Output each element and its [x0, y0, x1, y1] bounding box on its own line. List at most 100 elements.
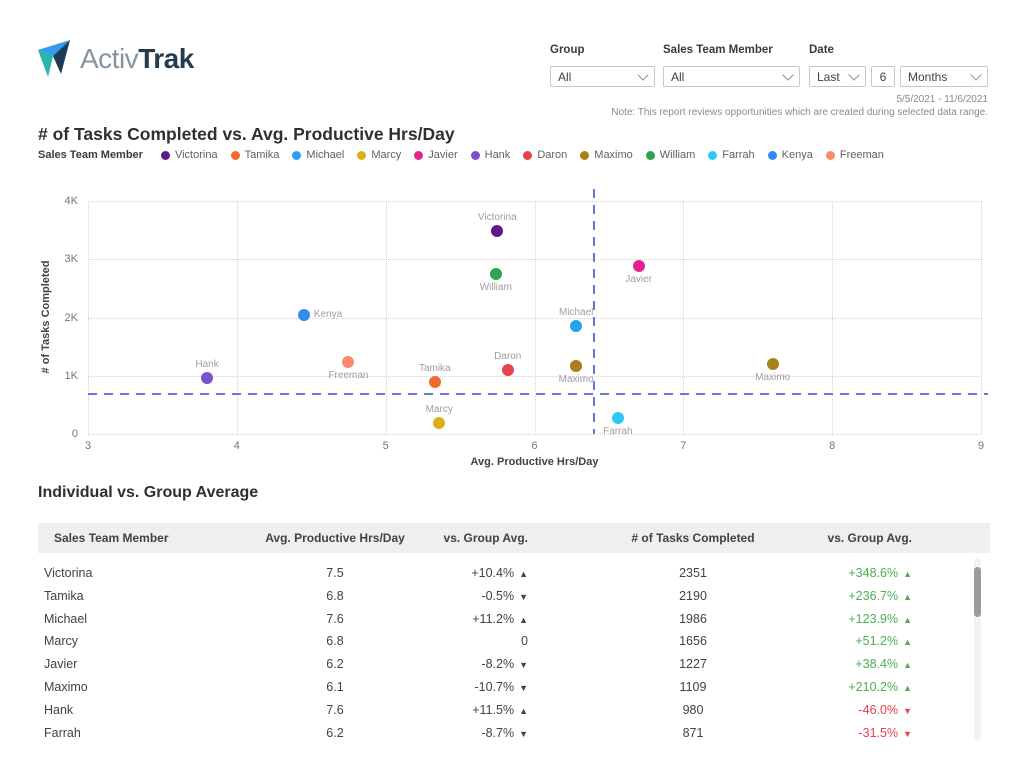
date-mode-value: Last: [817, 69, 840, 84]
date-unit-value: Months: [908, 69, 948, 84]
legend-item-maximo[interactable]: Maximo: [580, 149, 633, 161]
cell-tasks-vs-group: +51.2% ▲: [738, 630, 912, 654]
table-row-marcy: Marcy 6.8 0 1656 +51.2% ▲: [38, 630, 990, 653]
scatter-point-label: Daron: [494, 350, 522, 362]
legend-item-javier[interactable]: Javier: [414, 149, 458, 161]
chart-title: # of Tasks Completed vs. Avg. Productive…: [38, 124, 455, 144]
brand-name-light: Activ: [80, 43, 139, 74]
date-count-value: 6: [879, 69, 887, 84]
cell-hrs-vs-group: -8.2% ▼: [410, 653, 528, 677]
x-gridline: [534, 201, 536, 434]
cell-member-name: Farrah: [44, 725, 81, 740]
table-scrollbar-track[interactable]: [974, 558, 981, 740]
date-count-input[interactable]: 6: [871, 66, 895, 87]
scatter-point-michael[interactable]: [570, 319, 583, 332]
cell-tasks-vs-group: +348.6% ▲: [738, 562, 912, 586]
scatter-point-victorina[interactable]: [491, 225, 504, 238]
scatter-point-label: Freeman: [328, 370, 369, 382]
scatter-point-hank[interactable]: [201, 372, 214, 385]
cell-hrs-vs-group: -8.7% ▼: [410, 722, 528, 746]
legend-dot-icon: [160, 150, 170, 160]
cell-hrs-vs-group: +10.4% ▲: [410, 562, 528, 586]
cell-member-name: Javier: [44, 657, 78, 672]
cell-hrs-vs-group: -0.5% ▼: [410, 585, 528, 609]
table-row-farrah: Farrah 6.2 -8.7% ▼ 871 -31.5% ▼: [38, 722, 990, 745]
scatter-point-marcy[interactable]: [433, 416, 446, 429]
legend-item-label: Hank: [484, 149, 511, 161]
sales-team-member-dropdown-value: All: [671, 69, 685, 84]
cell-member-name: Victorina: [44, 566, 93, 580]
scatter-point-freeman[interactable]: [342, 356, 355, 369]
chart-legend: Sales Team Member Victorina Tamika Michael…: [38, 149, 897, 161]
x-tick-label: 6: [531, 440, 538, 452]
legend-item-william[interactable]: William: [645, 149, 696, 161]
activtrak-logo: ActivTrak: [38, 40, 194, 78]
scatter-point-label: Maximo: [755, 372, 791, 384]
x-axis-title: Avg. Productive Hrs/Day: [470, 456, 599, 468]
table-scrollbar-thumb[interactable]: [974, 567, 981, 617]
tasks-vs-value: +210.2%: [848, 680, 899, 694]
scatter-point-label: Michael: [558, 306, 594, 318]
scatter-point-javier[interactable]: [632, 260, 645, 273]
scatter-point-maximo[interactable]: [570, 360, 583, 373]
legend-item-freeman[interactable]: Freeman: [825, 149, 884, 161]
cell-tasks-completed: 871: [682, 725, 704, 740]
legend-item-tamika[interactable]: Tamika: [230, 149, 279, 161]
legend-item-victorina[interactable]: Victorina: [160, 149, 218, 161]
date-mode-dropdown[interactable]: Last: [809, 66, 866, 87]
group-filter-label: Group: [550, 44, 585, 56]
table-title: Individual vs. Group Average: [38, 484, 259, 501]
cell-tasks-completed: 1227: [679, 657, 707, 672]
legend-item-marcy[interactable]: Marcy: [357, 149, 401, 161]
cell-tasks-completed: 1656: [679, 634, 707, 649]
legend-dot-icon: [470, 150, 480, 160]
cell-tasks-vs-group: -46.0% ▼: [738, 699, 912, 723]
y-tick-label: 0: [71, 428, 78, 440]
x-tick-label: 4: [233, 440, 240, 452]
legend-item-label: Daron: [537, 149, 568, 161]
x-tick-label: 3: [84, 440, 92, 452]
date-range-text: 5/5/2021 - 11/6/2021: [896, 94, 988, 105]
legend-item-daron[interactable]: Daron: [523, 149, 567, 161]
scatter-point-kenya[interactable]: [297, 309, 310, 322]
cell-hrs-vs-group: +11.5% ▲: [410, 699, 528, 723]
scatter-point-farrah[interactable]: [611, 411, 624, 424]
table-row-javier: Javier 6.2 -8.2% ▼ 1227 +38.4% ▲: [38, 653, 990, 676]
date-unit-dropdown[interactable]: Months: [900, 66, 988, 87]
scatter-point-tamika[interactable]: [428, 376, 441, 389]
cell-hrs-vs-group: 0: [410, 630, 528, 653]
scatter-point-maximo[interactable]: [766, 358, 779, 371]
group-dropdown[interactable]: All: [550, 66, 655, 87]
legend-item-label: William: [659, 149, 696, 161]
cell-tasks-completed: 1109: [679, 680, 707, 694]
tasks-vs-value: +123.9%: [848, 611, 899, 626]
report-note-text: Note: This report reviews opportunities …: [611, 107, 988, 118]
triangle-down-icon: ▼: [519, 591, 528, 602]
scatter-point-label: Farrah: [603, 425, 633, 437]
scatter-point-label: Kenya: [313, 309, 343, 321]
legend-item-michael[interactable]: Michael: [292, 149, 344, 161]
cell-tasks-vs-group: +38.4% ▲: [738, 653, 912, 677]
cell-avg-hrs: 6.2: [326, 657, 344, 672]
scatter-point-daron[interactable]: [501, 363, 514, 376]
y-gridline: [88, 434, 981, 435]
scatter-point-label: Maximo: [558, 374, 594, 386]
legend-item-kenya[interactable]: Kenya: [767, 149, 813, 161]
y-tick-label: 4K: [64, 195, 78, 207]
cell-tasks-vs-group: +210.2% ▲: [738, 676, 912, 700]
triangle-up-icon: ▲: [903, 660, 912, 671]
date-filter-label: Date: [809, 44, 834, 56]
legend-item-hank[interactable]: Hank: [470, 149, 511, 161]
legend-dot-icon: [767, 150, 777, 160]
x-gridline: [981, 201, 982, 434]
cell-avg-hrs: 6.2: [326, 725, 344, 740]
triangle-down-icon: ▼: [903, 705, 912, 716]
scatter-point-william[interactable]: [489, 267, 502, 280]
column-header-member: Sales Team Member: [54, 531, 169, 545]
x-tick-label: 5: [382, 440, 389, 452]
sales-team-member-dropdown[interactable]: All: [663, 66, 800, 87]
legend-item-farrah[interactable]: Farrah: [708, 149, 755, 161]
x-tick-label: 8: [829, 440, 836, 452]
hrs-vs-value: +10.4%: [471, 566, 515, 580]
